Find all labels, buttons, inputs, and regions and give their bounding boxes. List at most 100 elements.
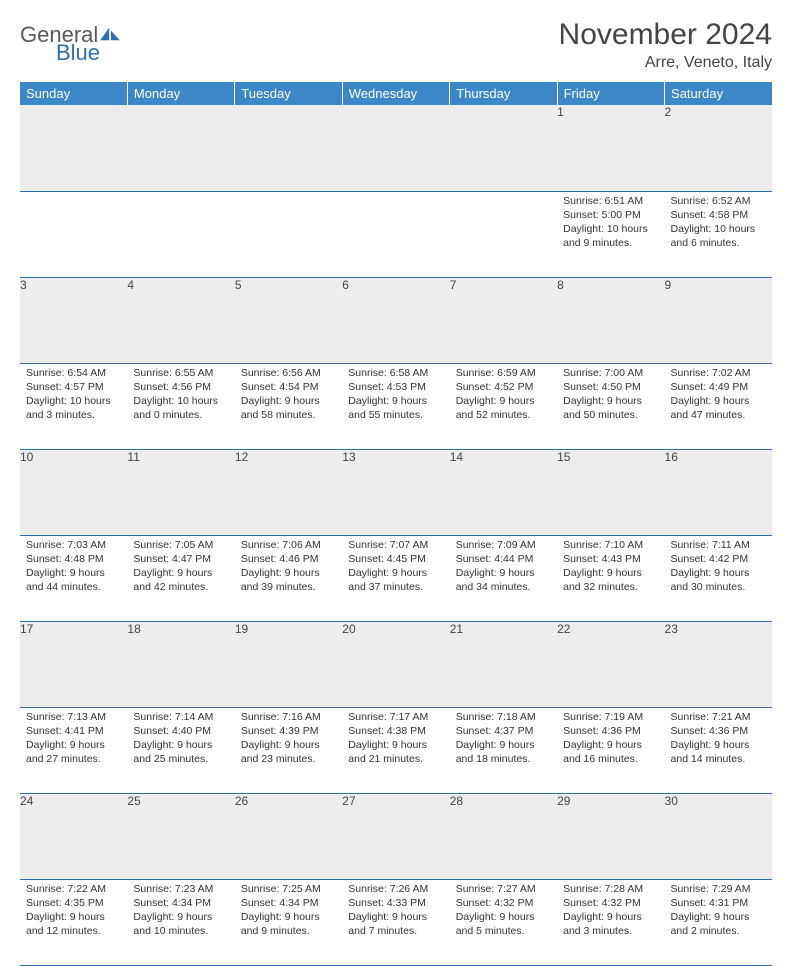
- daynum-row: 12: [20, 105, 772, 191]
- day-number: 15: [557, 449, 664, 535]
- day-cell: Sunrise: 7:25 AMSunset: 4:34 PMDaylight:…: [235, 879, 342, 965]
- day-cell: Sunrise: 7:02 AMSunset: 4:49 PMDaylight:…: [665, 363, 772, 449]
- day-number: 19: [235, 621, 342, 707]
- day-cell-content: Sunrise: 7:23 AMSunset: 4:34 PMDaylight:…: [127, 880, 234, 943]
- day-cell-content: Sunrise: 6:51 AMSunset: 5:00 PMDaylight:…: [557, 192, 664, 255]
- day-number: 11: [127, 449, 234, 535]
- day-number: 6: [342, 277, 449, 363]
- calendar-body: 12Sunrise: 6:51 AMSunset: 5:00 PMDayligh…: [20, 105, 772, 965]
- day-number: 29: [557, 793, 664, 879]
- day-cell: Sunrise: 6:51 AMSunset: 5:00 PMDaylight:…: [557, 191, 664, 277]
- week-row: Sunrise: 6:54 AMSunset: 4:57 PMDaylight:…: [20, 363, 772, 449]
- day-number: 4: [127, 277, 234, 363]
- day-number: [342, 105, 449, 191]
- day-cell-content: Sunrise: 7:19 AMSunset: 4:36 PMDaylight:…: [557, 708, 664, 771]
- day-number: 10: [20, 449, 127, 535]
- day-cell: Sunrise: 7:19 AMSunset: 4:36 PMDaylight:…: [557, 707, 664, 793]
- header: GeneralBlue November 2024 Arre, Veneto, …: [20, 18, 772, 72]
- calendar-table: SundayMondayTuesdayWednesdayThursdayFrid…: [20, 82, 772, 966]
- day-number: [127, 105, 234, 191]
- weekday-header: Tuesday: [235, 82, 342, 105]
- daynum-row: 17181920212223: [20, 621, 772, 707]
- month-title: November 2024: [559, 18, 772, 52]
- day-number: 17: [20, 621, 127, 707]
- day-number: 25: [127, 793, 234, 879]
- day-cell: Sunrise: 7:06 AMSunset: 4:46 PMDaylight:…: [235, 535, 342, 621]
- day-cell: Sunrise: 7:10 AMSunset: 4:43 PMDaylight:…: [557, 535, 664, 621]
- day-cell: Sunrise: 6:56 AMSunset: 4:54 PMDaylight:…: [235, 363, 342, 449]
- day-cell-content: Sunrise: 7:03 AMSunset: 4:48 PMDaylight:…: [20, 536, 127, 599]
- day-cell-content: Sunrise: 6:56 AMSunset: 4:54 PMDaylight:…: [235, 364, 342, 427]
- day-number: 9: [665, 277, 772, 363]
- day-cell: Sunrise: 6:58 AMSunset: 4:53 PMDaylight:…: [342, 363, 449, 449]
- day-cell: Sunrise: 7:11 AMSunset: 4:42 PMDaylight:…: [665, 535, 772, 621]
- day-cell: Sunrise: 6:59 AMSunset: 4:52 PMDaylight:…: [450, 363, 557, 449]
- day-number: 26: [235, 793, 342, 879]
- day-cell-content: Sunrise: 7:28 AMSunset: 4:32 PMDaylight:…: [557, 880, 664, 943]
- day-cell-content: Sunrise: 7:27 AMSunset: 4:32 PMDaylight:…: [450, 880, 557, 943]
- day-number: 24: [20, 793, 127, 879]
- day-number: [20, 105, 127, 191]
- day-cell-content: Sunrise: 7:18 AMSunset: 4:37 PMDaylight:…: [450, 708, 557, 771]
- day-number: 8: [557, 277, 664, 363]
- day-number: 27: [342, 793, 449, 879]
- day-number: 23: [665, 621, 772, 707]
- day-cell: Sunrise: 7:05 AMSunset: 4:47 PMDaylight:…: [127, 535, 234, 621]
- day-cell: Sunrise: 6:52 AMSunset: 4:58 PMDaylight:…: [665, 191, 772, 277]
- day-cell-content: Sunrise: 7:17 AMSunset: 4:38 PMDaylight:…: [342, 708, 449, 771]
- day-number: 7: [450, 277, 557, 363]
- day-cell: Sunrise: 7:21 AMSunset: 4:36 PMDaylight:…: [665, 707, 772, 793]
- day-number: 5: [235, 277, 342, 363]
- day-number: 20: [342, 621, 449, 707]
- day-cell-content: Sunrise: 6:54 AMSunset: 4:57 PMDaylight:…: [20, 364, 127, 427]
- weekday-header: Monday: [127, 82, 234, 105]
- day-cell-content: Sunrise: 7:16 AMSunset: 4:39 PMDaylight:…: [235, 708, 342, 771]
- day-cell: Sunrise: 7:18 AMSunset: 4:37 PMDaylight:…: [450, 707, 557, 793]
- day-number: 14: [450, 449, 557, 535]
- week-row: Sunrise: 6:51 AMSunset: 5:00 PMDaylight:…: [20, 191, 772, 277]
- day-cell-content: Sunrise: 7:26 AMSunset: 4:33 PMDaylight:…: [342, 880, 449, 943]
- day-cell-content: Sunrise: 7:00 AMSunset: 4:50 PMDaylight:…: [557, 364, 664, 427]
- day-cell-content: Sunrise: 6:52 AMSunset: 4:58 PMDaylight:…: [665, 192, 772, 255]
- day-number: 2: [665, 105, 772, 191]
- day-number: 21: [450, 621, 557, 707]
- weekday-header: Sunday: [20, 82, 127, 105]
- weekday-header: Saturday: [665, 82, 772, 105]
- day-cell-content: Sunrise: 7:02 AMSunset: 4:49 PMDaylight:…: [665, 364, 772, 427]
- weekday-header-row: SundayMondayTuesdayWednesdayThursdayFrid…: [20, 82, 772, 105]
- day-number: 13: [342, 449, 449, 535]
- day-number: 18: [127, 621, 234, 707]
- logo: GeneralBlue: [20, 18, 120, 64]
- day-number: 30: [665, 793, 772, 879]
- day-number: 16: [665, 449, 772, 535]
- day-cell: Sunrise: 6:54 AMSunset: 4:57 PMDaylight:…: [20, 363, 127, 449]
- daynum-row: 3456789: [20, 277, 772, 363]
- logo-word2: Blue: [56, 42, 120, 64]
- day-cell-content: Sunrise: 7:22 AMSunset: 4:35 PMDaylight:…: [20, 880, 127, 943]
- day-cell: Sunrise: 7:27 AMSunset: 4:32 PMDaylight:…: [450, 879, 557, 965]
- day-cell-content: Sunrise: 7:05 AMSunset: 4:47 PMDaylight:…: [127, 536, 234, 599]
- day-number: 1: [557, 105, 664, 191]
- day-cell: [450, 191, 557, 277]
- day-cell-content: Sunrise: 7:06 AMSunset: 4:46 PMDaylight:…: [235, 536, 342, 599]
- day-cell-content: Sunrise: 7:11 AMSunset: 4:42 PMDaylight:…: [665, 536, 772, 599]
- day-cell: Sunrise: 7:03 AMSunset: 4:48 PMDaylight:…: [20, 535, 127, 621]
- day-cell-content: Sunrise: 7:07 AMSunset: 4:45 PMDaylight:…: [342, 536, 449, 599]
- weekday-header: Thursday: [450, 82, 557, 105]
- day-cell: Sunrise: 7:17 AMSunset: 4:38 PMDaylight:…: [342, 707, 449, 793]
- daynum-row: 24252627282930: [20, 793, 772, 879]
- day-cell-content: Sunrise: 6:58 AMSunset: 4:53 PMDaylight:…: [342, 364, 449, 427]
- daynum-row: 10111213141516: [20, 449, 772, 535]
- weekday-header: Friday: [557, 82, 664, 105]
- day-cell: Sunrise: 7:28 AMSunset: 4:32 PMDaylight:…: [557, 879, 664, 965]
- week-row: Sunrise: 7:03 AMSunset: 4:48 PMDaylight:…: [20, 535, 772, 621]
- day-cell: Sunrise: 7:07 AMSunset: 4:45 PMDaylight:…: [342, 535, 449, 621]
- day-cell-content: Sunrise: 6:59 AMSunset: 4:52 PMDaylight:…: [450, 364, 557, 427]
- day-cell-content: Sunrise: 7:13 AMSunset: 4:41 PMDaylight:…: [20, 708, 127, 771]
- day-cell: Sunrise: 7:09 AMSunset: 4:44 PMDaylight:…: [450, 535, 557, 621]
- day-cell: [20, 191, 127, 277]
- week-row: Sunrise: 7:13 AMSunset: 4:41 PMDaylight:…: [20, 707, 772, 793]
- day-cell: [127, 191, 234, 277]
- location: Arre, Veneto, Italy: [559, 54, 772, 72]
- day-cell: Sunrise: 7:29 AMSunset: 4:31 PMDaylight:…: [665, 879, 772, 965]
